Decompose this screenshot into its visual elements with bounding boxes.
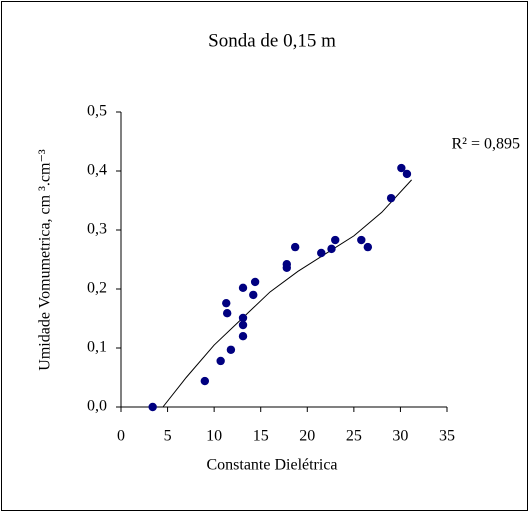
y-tick-label: 0,4 xyxy=(87,162,107,179)
y-tick-label: 0,2 xyxy=(87,280,107,297)
y-tick-label: 0,0 xyxy=(87,398,107,415)
x-tick-label: 15 xyxy=(253,428,269,445)
point xyxy=(402,169,412,179)
point xyxy=(222,308,232,318)
x-tick-label: 35 xyxy=(439,428,455,445)
point xyxy=(148,402,157,412)
point xyxy=(250,277,260,287)
x-tick-label: 5 xyxy=(164,428,172,445)
y-tick-label: 0,5 xyxy=(87,103,107,120)
y-tick-label: 0,3 xyxy=(87,221,107,238)
x-axis-label: Constante Dielétrica xyxy=(206,457,337,474)
point xyxy=(357,235,366,245)
x-tick-label: 30 xyxy=(392,428,408,445)
point xyxy=(290,242,300,252)
point xyxy=(282,263,291,272)
trendline xyxy=(162,179,412,408)
y-axis-label: Umidade Vomumetrica, cm ³.cm⁻³ xyxy=(37,149,54,371)
point xyxy=(238,283,248,293)
point xyxy=(238,313,248,323)
y-tick-label: 0,1 xyxy=(87,339,107,356)
point xyxy=(386,193,396,203)
point xyxy=(331,235,340,245)
point xyxy=(222,298,231,308)
point xyxy=(238,332,248,341)
point xyxy=(363,242,373,252)
point xyxy=(397,163,406,173)
annotation: R² = 0,895 xyxy=(452,136,521,153)
frame xyxy=(1,1,528,511)
x-tick-label: 25 xyxy=(346,428,362,445)
x-tick-label: 20 xyxy=(299,428,315,445)
point xyxy=(216,356,225,366)
point xyxy=(317,248,326,258)
x-tick-label: 0 xyxy=(117,428,125,445)
point xyxy=(238,320,248,330)
point xyxy=(249,290,258,300)
chart-title: Sonda de 0,15 m xyxy=(208,30,336,51)
x-tick-label: 10 xyxy=(206,428,222,445)
point xyxy=(200,376,210,386)
point xyxy=(226,345,236,354)
point xyxy=(327,244,336,254)
